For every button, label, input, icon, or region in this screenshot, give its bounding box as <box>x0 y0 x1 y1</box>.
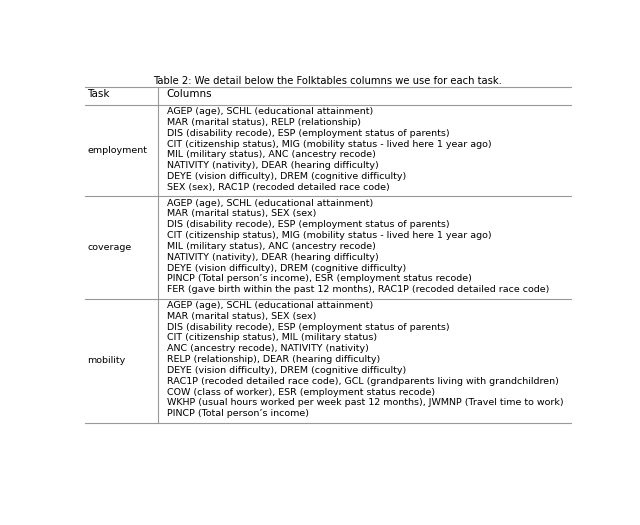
Text: COW (class of worker), ESR (employment status recode): COW (class of worker), ESR (employment s… <box>167 387 435 396</box>
Text: Table 2: We detail below the Folktables columns we use for each task.: Table 2: We detail below the Folktables … <box>154 76 502 86</box>
Text: mobility: mobility <box>88 356 125 365</box>
Text: DIS (disability recode), ESP (employment status of parents): DIS (disability recode), ESP (employment… <box>167 220 449 229</box>
Text: DEYE (vision difficulty), DREM (cognitive difficulty): DEYE (vision difficulty), DREM (cognitiv… <box>167 172 406 181</box>
Text: CIT (citizenship status), MIG (mobility status - lived here 1 year ago): CIT (citizenship status), MIG (mobility … <box>167 231 492 240</box>
Text: Task: Task <box>88 89 110 99</box>
Text: DIS (disability recode), ESP (employment status of parents): DIS (disability recode), ESP (employment… <box>167 129 449 138</box>
Text: SEX (sex), RAC1P (recoded detailed race code): SEX (sex), RAC1P (recoded detailed race … <box>167 183 390 192</box>
Text: NATIVITY (nativity), DEAR (hearing difficulty): NATIVITY (nativity), DEAR (hearing diffi… <box>167 161 378 170</box>
Text: MIL (military status), ANC (ancestry recode): MIL (military status), ANC (ancestry rec… <box>167 242 376 251</box>
Text: CIT (citizenship status), MIG (mobility status - lived here 1 year ago): CIT (citizenship status), MIG (mobility … <box>167 140 492 149</box>
Text: FER (gave birth within the past 12 months), RAC1P (recoded detailed race code): FER (gave birth within the past 12 month… <box>167 285 549 294</box>
Text: employment: employment <box>88 146 147 155</box>
Text: RAC1P (recoded detailed race code), GCL (grandparents living with grandchildren): RAC1P (recoded detailed race code), GCL … <box>167 377 559 386</box>
Text: ANC (ancestry recode), NATIVITY (nativity): ANC (ancestry recode), NATIVITY (nativit… <box>167 344 369 353</box>
Text: PINCP (Total person’s income), ESR (employment status recode): PINCP (Total person’s income), ESR (empl… <box>167 275 472 284</box>
Text: MAR (marital status), SEX (sex): MAR (marital status), SEX (sex) <box>167 312 316 321</box>
Text: Columns: Columns <box>167 89 212 99</box>
Text: DEYE (vision difficulty), DREM (cognitive difficulty): DEYE (vision difficulty), DREM (cognitiv… <box>167 366 406 375</box>
Text: coverage: coverage <box>88 243 132 252</box>
Text: AGEP (age), SCHL (educational attainment): AGEP (age), SCHL (educational attainment… <box>167 198 373 207</box>
Text: MAR (marital status), SEX (sex): MAR (marital status), SEX (sex) <box>167 209 316 218</box>
Text: RELP (relationship), DEAR (hearing difficulty): RELP (relationship), DEAR (hearing diffi… <box>167 355 380 364</box>
Text: AGEP (age), SCHL (educational attainment): AGEP (age), SCHL (educational attainment… <box>167 107 373 116</box>
Text: DEYE (vision difficulty), DREM (cognitive difficulty): DEYE (vision difficulty), DREM (cognitiv… <box>167 264 406 272</box>
Text: MAR (marital status), RELP (relationship): MAR (marital status), RELP (relationship… <box>167 118 361 127</box>
Text: MIL (military status), ANC (ancestry recode): MIL (military status), ANC (ancestry rec… <box>167 150 376 160</box>
Text: WKHP (usual hours worked per week past 12 months), JWMNP (Travel time to work): WKHP (usual hours worked per week past 1… <box>167 398 563 407</box>
Text: DIS (disability recode), ESP (employment status of parents): DIS (disability recode), ESP (employment… <box>167 322 449 332</box>
Text: PINCP (Total person’s income): PINCP (Total person’s income) <box>167 410 309 418</box>
Text: AGEP (age), SCHL (educational attainment): AGEP (age), SCHL (educational attainment… <box>167 301 373 310</box>
Text: NATIVITY (nativity), DEAR (hearing difficulty): NATIVITY (nativity), DEAR (hearing diffi… <box>167 253 378 262</box>
Text: CIT (citizenship status), MIL (military status): CIT (citizenship status), MIL (military … <box>167 333 377 342</box>
